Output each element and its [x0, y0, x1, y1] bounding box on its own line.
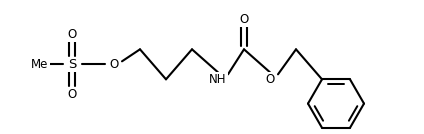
Text: Me: Me	[31, 58, 49, 71]
Text: S: S	[68, 58, 76, 71]
Text: NH: NH	[209, 73, 227, 86]
Text: O: O	[265, 73, 275, 86]
Text: O: O	[67, 88, 77, 101]
Text: O: O	[109, 58, 119, 71]
Text: O: O	[67, 28, 77, 41]
Text: O: O	[240, 13, 248, 26]
